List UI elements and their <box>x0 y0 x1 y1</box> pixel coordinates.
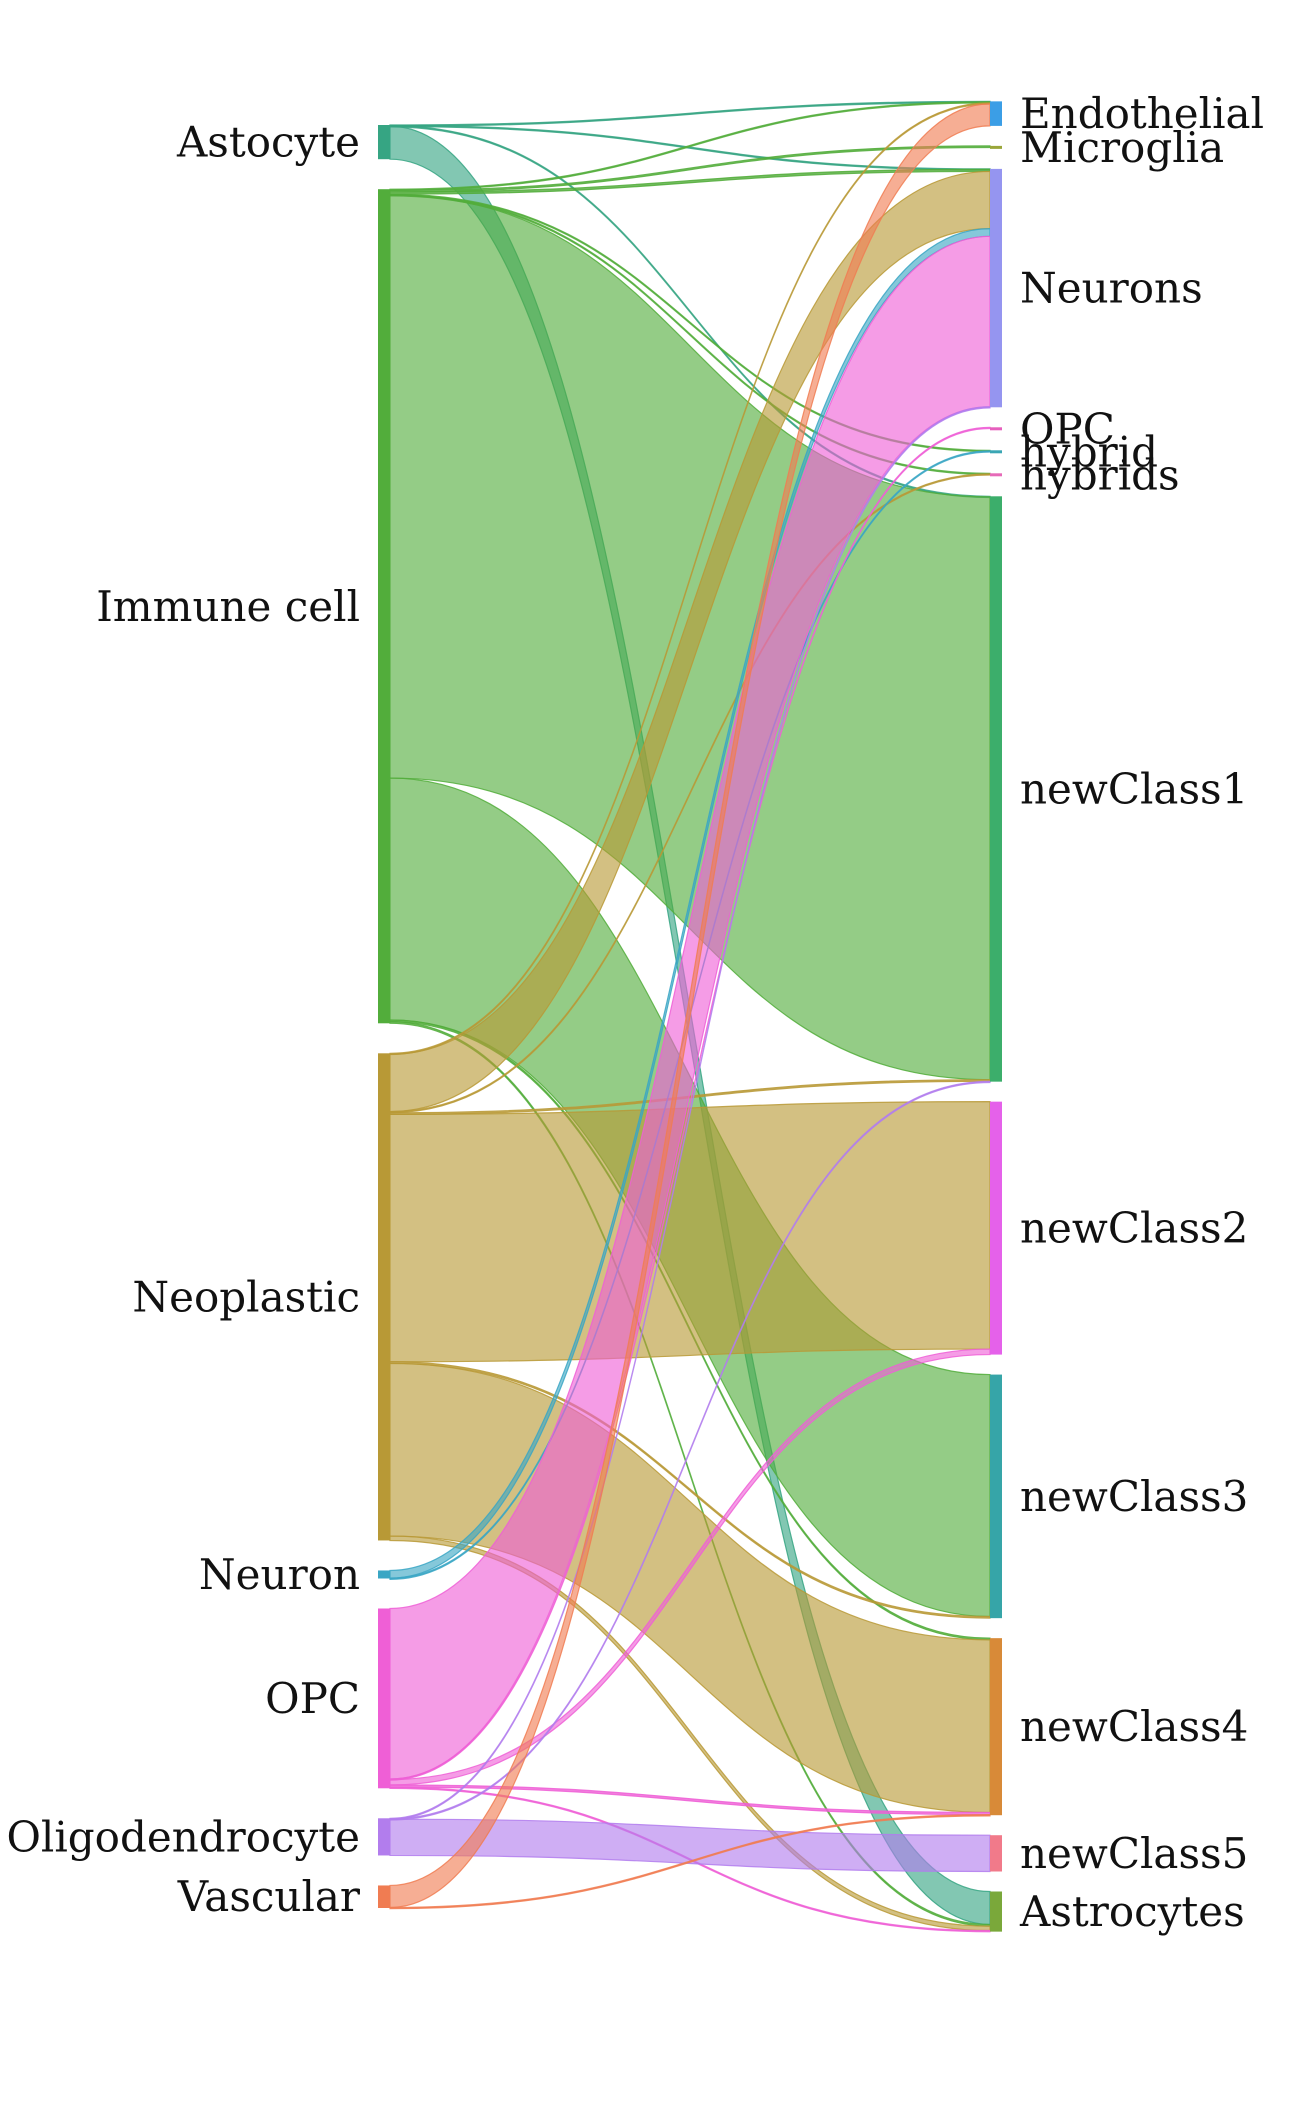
node-target-endothelial <box>990 101 1002 126</box>
node-target-hybrids <box>990 473 1002 477</box>
label-target-newClass5: newClass5 <box>1020 1829 1248 1878</box>
node-target-newClass2 <box>990 1101 1002 1355</box>
label-target-hybrids: hybrids <box>1020 450 1180 499</box>
sankey-nodes <box>378 101 1002 1932</box>
node-target-newClass3 <box>990 1374 1002 1619</box>
label-source-oligo: Oligodendrocyte <box>7 1812 361 1861</box>
link-neoplastic-to-newClass2 <box>389 1101 991 1363</box>
node-target-hybrid <box>990 450 1002 454</box>
node-source-oligo <box>378 1818 390 1856</box>
link-oligo-to-newClass1 <box>389 1080 991 1821</box>
label-source-vascular: Vascular <box>177 1872 361 1921</box>
label-target-newClass2: newClass2 <box>1020 1204 1248 1253</box>
label-source-astocyte: Astocyte <box>176 118 360 167</box>
label-source-immune: Immune cell <box>96 582 360 631</box>
node-source-neuron <box>378 1570 390 1579</box>
label-target-neurons: Neurons <box>1020 264 1203 313</box>
label-target-t_opc: OPC <box>1020 404 1115 453</box>
label-source-neoplastic: Neoplastic <box>132 1272 360 1321</box>
node-target-t_opc <box>990 427 1002 431</box>
label-target-microglia: Microglia <box>1020 123 1224 172</box>
node-source-immune <box>378 189 390 1024</box>
node-target-newClass5 <box>990 1835 1002 1872</box>
sankey-links <box>389 100 991 1933</box>
node-source-opc <box>378 1608 390 1789</box>
node-source-astocyte <box>378 125 390 160</box>
label-target-newClass3: newClass3 <box>1020 1472 1248 1521</box>
label-source-opc: OPC <box>265 1674 360 1723</box>
node-target-newClass1 <box>990 496 1002 1082</box>
node-source-vascular <box>378 1885 390 1908</box>
link-oligo-to-newClass5 <box>389 1818 991 1873</box>
sankey-labels: Astocyte Immune cell Neoplastic Neuron OPC Ol… <box>7 89 1265 1936</box>
node-source-neoplastic <box>378 1053 390 1541</box>
label-source-neuron: Neuron <box>199 1550 360 1599</box>
node-target-newClass4 <box>990 1638 1002 1816</box>
node-target-neurons <box>990 168 1002 408</box>
label-target-astrocytes: Astrocytes <box>1019 1887 1245 1936</box>
label-target-hybrid: hybrid <box>1020 427 1158 476</box>
label-target-newClass1: newClass1 <box>1020 764 1248 813</box>
label-target-newClass4: newClass4 <box>1020 1702 1248 1751</box>
link-vascular-to-newClass4 <box>389 1814 991 1910</box>
node-target-astrocytes <box>990 1891 1002 1932</box>
label-target-endothelial: Endothelial <box>1020 89 1264 138</box>
node-target-microglia <box>990 145 1002 149</box>
